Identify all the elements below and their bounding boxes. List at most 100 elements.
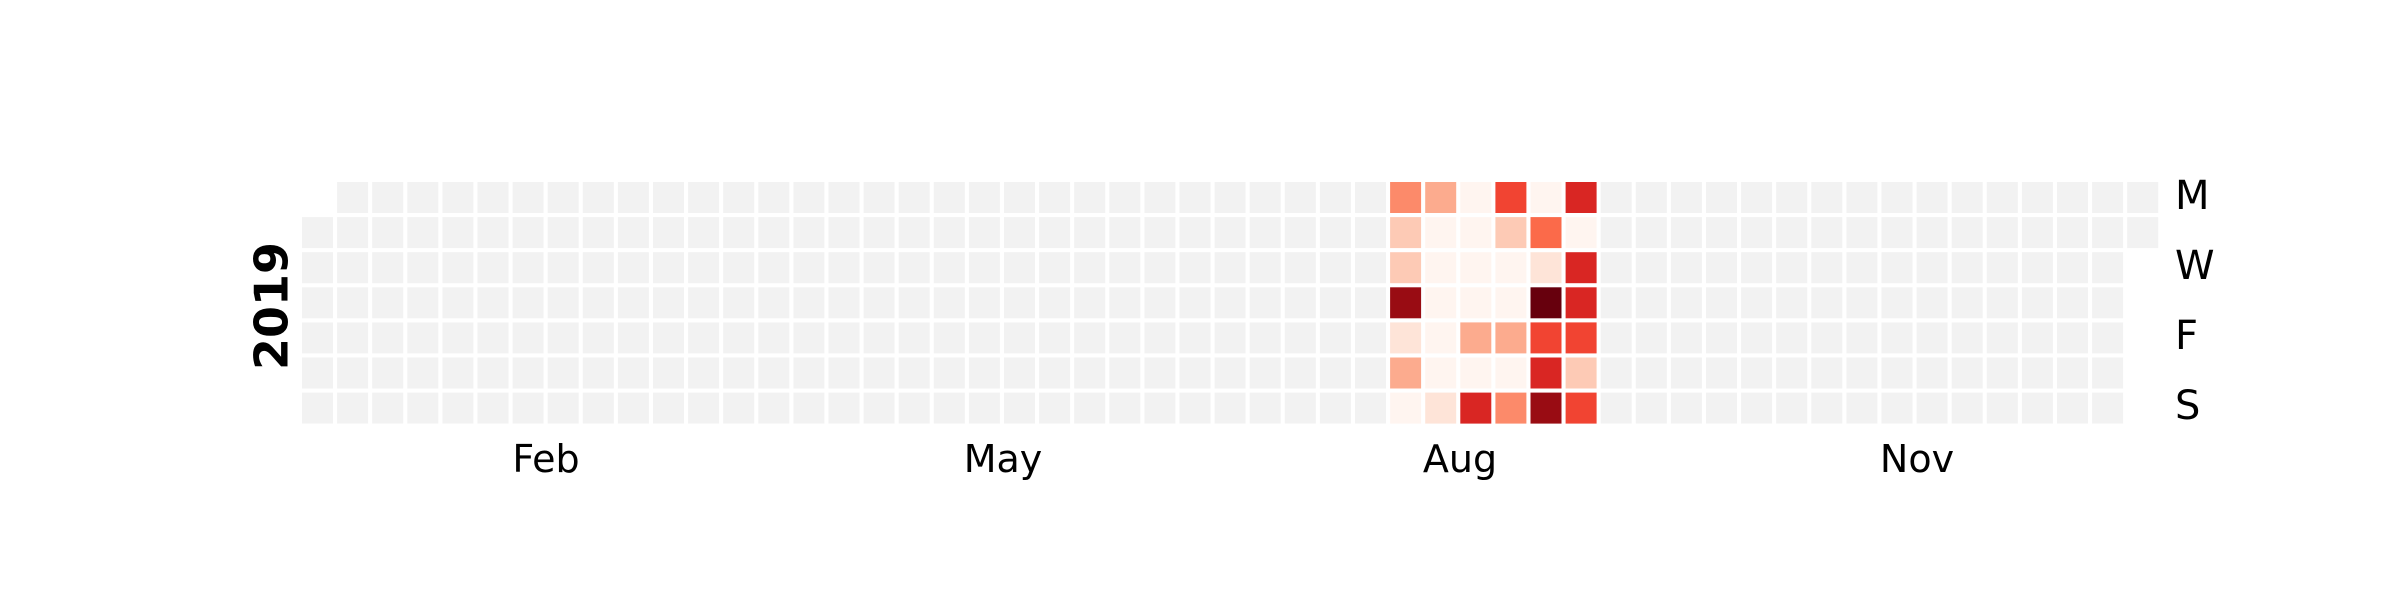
heatmap-cell-empty: [828, 287, 860, 319]
heatmap-cell-empty: [337, 322, 369, 354]
heatmap-cell-empty: [1776, 252, 1808, 284]
heatmap-cell-empty: [653, 217, 684, 249]
heatmap-cell-empty: [1600, 392, 1632, 424]
heatmap-cell-empty: [1600, 287, 1632, 319]
day-label-mon: M: [2175, 173, 2210, 219]
heatmap-cell-empty: [723, 217, 755, 249]
heatmap-cell-empty: [372, 392, 404, 424]
heatmap-cell-active: [1495, 357, 1527, 389]
heatmap-cell-empty: [2092, 217, 2124, 249]
heatmap-cell-empty: [1986, 182, 2018, 213]
year-label: 2019: [245, 242, 299, 370]
heatmap-cell-empty: [2021, 322, 2053, 354]
heatmap-cell-empty: [1811, 322, 1843, 354]
heatmap-cell-empty: [1741, 287, 1773, 319]
heatmap-cell-empty: [653, 357, 684, 389]
heatmap-cell-empty: [1670, 182, 1702, 213]
heatmap-cell-empty: [688, 182, 720, 213]
heatmap-cell-empty: [582, 287, 614, 319]
heatmap-cell-empty: [1074, 287, 1106, 319]
heatmap-cell-empty: [1846, 392, 1878, 424]
heatmap-cell-active: [1425, 252, 1457, 284]
heatmap-cell-empty: [863, 357, 895, 389]
heatmap-cell-empty: [1881, 357, 1913, 389]
heatmap-cell-empty: [1741, 357, 1773, 389]
heatmap-cell-empty: [1986, 322, 2018, 354]
heatmap-cell-empty: [407, 182, 439, 213]
heatmap-cell-empty: [723, 182, 755, 213]
heatmap-cell-empty: [688, 322, 720, 354]
heatmap-cell-empty: [863, 322, 895, 354]
heatmap-cell-empty: [442, 252, 474, 284]
heatmap-cell-empty: [2127, 182, 2159, 213]
heatmap-cell-empty: [1355, 322, 1386, 354]
heatmap-cell-empty: [1951, 252, 1983, 284]
heatmap-cell-empty: [1355, 217, 1386, 249]
heatmap-cell-empty: [793, 322, 825, 354]
heatmap-cell-empty: [617, 252, 649, 284]
heatmap-cell-empty: [1706, 182, 1737, 213]
heatmap-cell-empty: [1039, 287, 1071, 319]
heatmap-cell-empty: [1109, 287, 1141, 319]
heatmap-cell-empty: [1706, 252, 1737, 284]
heatmap-cell-empty: [442, 392, 474, 424]
heatmap-cell-empty: [1284, 252, 1316, 284]
heatmap-cell-empty: [1179, 217, 1211, 249]
heatmap-cell-empty: [863, 217, 895, 249]
heatmap-cell-empty: [863, 392, 895, 424]
heatmap-cell-empty: [653, 252, 684, 284]
heatmap-cell-empty: [477, 392, 509, 424]
heatmap-cell-empty: [2057, 182, 2088, 213]
heatmap-cell-empty: [1706, 287, 1737, 319]
heatmap-cell-empty: [1004, 217, 1035, 249]
heatmap-cell-empty: [407, 252, 439, 284]
heatmap-cell-empty: [1109, 392, 1141, 424]
heatmap-cell-active: [1495, 392, 1527, 424]
heatmap-cell-empty: [442, 217, 474, 249]
heatmap-cell-empty: [793, 357, 825, 389]
heatmap-cell-empty: [1776, 357, 1808, 389]
heatmap-cell-empty: [1600, 217, 1632, 249]
heatmap-cell-empty: [477, 322, 509, 354]
heatmap-cell-empty: [407, 392, 439, 424]
heatmap-cell-empty: [372, 182, 404, 213]
heatmap-cell-empty: [828, 357, 860, 389]
heatmap-cell-empty: [1881, 182, 1913, 213]
heatmap-cell-empty: [1249, 287, 1281, 319]
heatmap-cell-empty: [1670, 322, 1702, 354]
heatmap-cell-empty: [407, 322, 439, 354]
heatmap-cell-empty: [898, 357, 930, 389]
heatmap-cell-empty: [1144, 392, 1176, 424]
heatmap-cell-empty: [1319, 182, 1351, 213]
heatmap-cell-active: [1530, 322, 1562, 354]
heatmap-cell-empty: [1355, 182, 1386, 213]
heatmap-cell-empty: [1670, 287, 1702, 319]
heatmap-cell-active: [1565, 287, 1597, 319]
heatmap-cell-active: [1530, 357, 1562, 389]
heatmap-cell-empty: [1951, 287, 1983, 319]
heatmap-cell-empty: [1144, 217, 1176, 249]
heatmap-cell-empty: [1249, 252, 1281, 284]
heatmap-cell-empty: [2021, 357, 2053, 389]
heatmap-cell-empty: [617, 357, 649, 389]
heatmap-cell-empty: [1706, 217, 1737, 249]
heatmap-cell-empty: [1214, 182, 1246, 213]
heatmap-cell-empty: [1109, 322, 1141, 354]
heatmap-cell-empty: [617, 392, 649, 424]
heatmap-cell-empty: [1811, 357, 1843, 389]
heatmap-cell-empty: [1670, 217, 1702, 249]
heatmap-cell-empty: [653, 287, 684, 319]
heatmap-cell-empty: [442, 287, 474, 319]
heatmap-cell-empty: [617, 322, 649, 354]
heatmap-cell-empty: [1214, 252, 1246, 284]
heatmap-cell-empty: [547, 392, 579, 424]
heatmap-cell-empty: [688, 392, 720, 424]
heatmap-cell-empty: [1811, 287, 1843, 319]
heatmap-cell-active: [1530, 182, 1562, 213]
heatmap-cell-empty: [1179, 322, 1211, 354]
heatmap-cell-empty: [793, 252, 825, 284]
heatmap-cell-empty: [547, 357, 579, 389]
heatmap-cell-empty: [1039, 357, 1071, 389]
heatmap-cell-empty: [653, 322, 684, 354]
